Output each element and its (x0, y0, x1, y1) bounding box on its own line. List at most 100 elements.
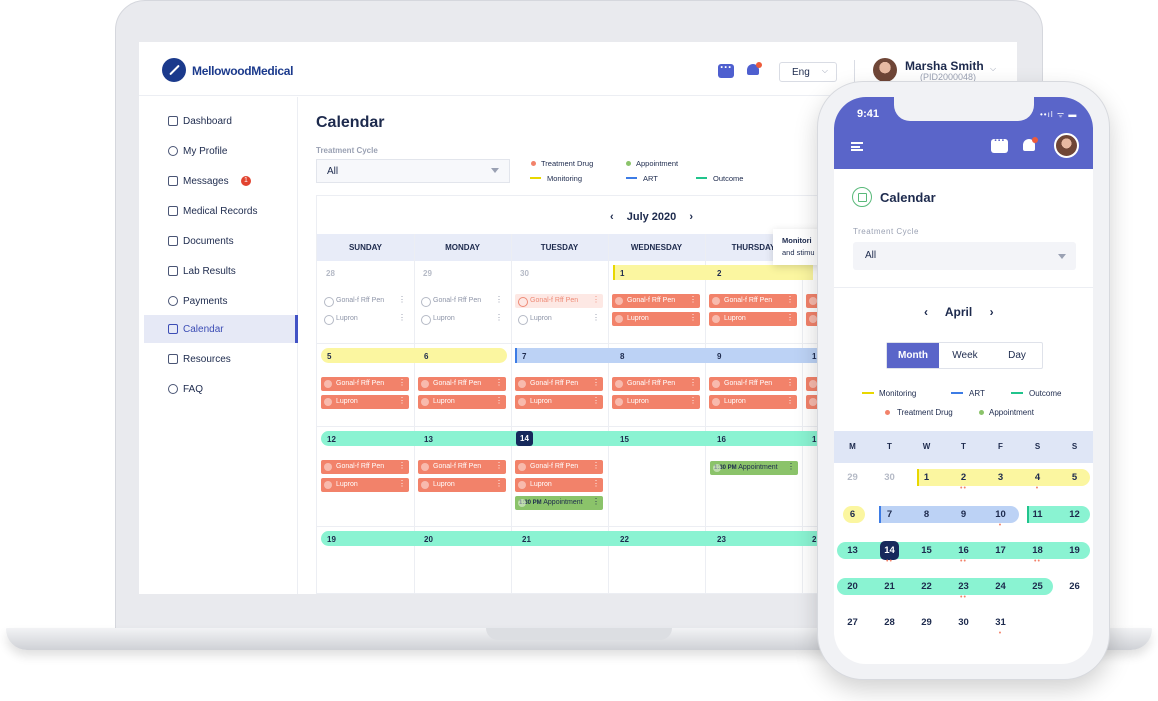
event-chip-treatment-drug[interactable]: Lupron (418, 478, 506, 492)
date-cell[interactable]: 24 (995, 581, 1006, 592)
event-chip-treatment-drug[interactable]: Lupron (612, 395, 700, 409)
event-chip-treatment-drug[interactable]: Lupron (418, 395, 506, 409)
date-cell[interactable]: 26 (1069, 581, 1080, 592)
sidebar-item-lab-results[interactable]: Lab Results (144, 257, 298, 285)
date-cell[interactable]: 22 (921, 581, 932, 592)
event-chip-treatment-drug[interactable]: Gonal-f Rff Pen (515, 294, 603, 308)
date-cell[interactable]: 1 (812, 435, 817, 444)
event-chip-treatment-drug[interactable]: Lupron (515, 395, 603, 409)
monitoring-band[interactable] (321, 348, 507, 363)
monitoring-band[interactable] (613, 265, 813, 280)
date-cell[interactable]: 5 (327, 352, 332, 361)
event-chip-treatment-drug[interactable]: Gonal-f Rff Pen (515, 460, 603, 474)
event-chip-treatment-drug[interactable]: Gonal-f Rff Pen (321, 377, 409, 391)
chat-icon[interactable] (991, 135, 1008, 153)
date-cell[interactable]: 17 (995, 545, 1006, 556)
sidebar-item-payments[interactable]: Payments (144, 287, 298, 315)
event-chip-treatment-drug[interactable]: Lupron (709, 312, 797, 326)
outcome-band[interactable] (321, 531, 831, 546)
date-cell[interactable]: 13 (847, 545, 858, 556)
sidebar-item-faq[interactable]: FAQ (144, 375, 298, 403)
event-chip-treatment-drug[interactable]: Gonal-f Rff Pen (418, 377, 506, 391)
event-chip-treatment-drug[interactable]: Lupron (515, 312, 603, 326)
event-chip-treatment-drug[interactable]: Gonal-f Rff Pen (709, 294, 797, 308)
date-cell[interactable]: 18 (1032, 545, 1043, 556)
avatar[interactable] (873, 58, 897, 82)
date-cell[interactable]: 8 (620, 352, 625, 361)
date-cell[interactable]: 21 (884, 581, 895, 592)
date-cell[interactable]: 23 (958, 581, 969, 592)
date-cell[interactable]: 20 (424, 535, 433, 544)
date-cell[interactable]: 2 (812, 535, 817, 544)
date-cell[interactable]: 30 (884, 472, 895, 483)
event-chip-appointment[interactable]: 1:30 PM Appointment (710, 461, 798, 475)
date-cell[interactable]: 22 (620, 535, 629, 544)
outcome-band[interactable] (321, 431, 831, 446)
date-cell[interactable]: 3 (997, 472, 1004, 483)
date-cell[interactable]: 27 (847, 617, 858, 628)
date-cell[interactable]: 29 (847, 472, 858, 483)
notification-bell-icon[interactable] (1022, 137, 1038, 153)
date-cell[interactable]: 30 (958, 617, 969, 628)
date-cell[interactable]: 6 (849, 509, 856, 520)
event-chip-treatment-drug[interactable]: Gonal-f Rff Pen (418, 460, 506, 474)
date-cell[interactable]: 9 (960, 509, 967, 520)
treatment-cycle-select[interactable]: All (853, 242, 1076, 270)
monitoring-band[interactable] (843, 506, 865, 523)
date-cell[interactable]: 7 (886, 509, 893, 520)
treatment-cycle-select[interactable]: All (316, 159, 510, 183)
date-cell[interactable]: 7 (522, 352, 527, 361)
date-cell[interactable]: 1 (923, 472, 930, 483)
event-chip-treatment-drug[interactable]: Lupron (321, 395, 409, 409)
next-month-arrow-icon[interactable]: › (689, 211, 694, 223)
event-chip-treatment-drug[interactable]: Gonal-f Rff Pen (612, 377, 700, 391)
date-cell[interactable]: 28 (884, 617, 895, 628)
view-day-button[interactable]: Day (1008, 350, 1026, 361)
view-week-button[interactable]: Week (952, 350, 978, 361)
sidebar-item-calendar[interactable]: Calendar (144, 315, 298, 343)
monitoring-band[interactable] (917, 469, 1090, 486)
date-cell[interactable]: 6 (424, 352, 429, 361)
next-month-arrow-icon[interactable]: › (989, 305, 994, 319)
notification-bell-icon[interactable] (746, 62, 762, 78)
event-chip-treatment-drug[interactable]: Lupron (321, 478, 409, 492)
date-cell[interactable]: 16 (958, 545, 969, 556)
event-chip-treatment-drug[interactable]: Lupron (515, 478, 603, 492)
event-chip-treatment-drug[interactable]: Lupron (418, 312, 506, 326)
date-cell[interactable]: 19 (327, 535, 336, 544)
date-cell[interactable]: 2 (717, 269, 722, 278)
date-cell[interactable]: 5 (1071, 472, 1078, 483)
avatar[interactable] (1054, 133, 1079, 158)
event-chip-treatment-drug[interactable]: Gonal-f Rff Pen (515, 377, 603, 391)
sidebar-item-resources[interactable]: Resources (144, 345, 298, 373)
user-name[interactable]: Marsha Smith (905, 59, 984, 73)
sidebar-item-medical-records[interactable]: Medical Records (144, 197, 298, 225)
date-cell[interactable]: 12 (1069, 509, 1080, 520)
event-chip-treatment-drug[interactable]: Gonal-f Rff Pen (321, 294, 409, 308)
event-chip-treatment-drug[interactable]: Lupron (612, 312, 700, 326)
today-marker[interactable]: 14 (516, 431, 533, 446)
date-cell[interactable]: 10 (995, 509, 1006, 520)
date-cell[interactable]: 28 (326, 269, 335, 278)
event-chip-treatment-drug[interactable]: Gonal-f Rff Pen (418, 294, 506, 308)
hamburger-menu-icon[interactable] (851, 142, 863, 151)
date-cell[interactable]: 15 (921, 545, 932, 556)
event-chip-treatment-drug[interactable]: Lupron (321, 312, 409, 326)
outcome-band[interactable] (837, 542, 1090, 559)
date-cell[interactable]: 1 (812, 352, 817, 361)
sidebar-item-documents[interactable]: Documents (144, 227, 298, 255)
sidebar-item-dashboard[interactable]: Dashboard (144, 107, 298, 135)
date-cell[interactable]: 29 (921, 617, 932, 628)
user-menu-chevron-icon[interactable]: ⌵ (990, 64, 997, 73)
view-month-button[interactable]: Month (887, 343, 939, 368)
prev-month-arrow-icon[interactable]: ‹ (924, 305, 928, 319)
date-cell[interactable]: 29 (423, 269, 432, 278)
date-cell[interactable]: 4 (1034, 472, 1041, 483)
outcome-band[interactable] (1027, 506, 1090, 523)
sidebar-item-messages[interactable]: Messages 1 (144, 167, 298, 195)
art-band[interactable] (879, 506, 1019, 523)
date-cell[interactable]: 2 (960, 472, 967, 483)
event-chip-treatment-drug[interactable]: Lupron (709, 395, 797, 409)
date-cell[interactable]: 20 (847, 581, 858, 592)
date-cell[interactable]: 30 (520, 269, 529, 278)
